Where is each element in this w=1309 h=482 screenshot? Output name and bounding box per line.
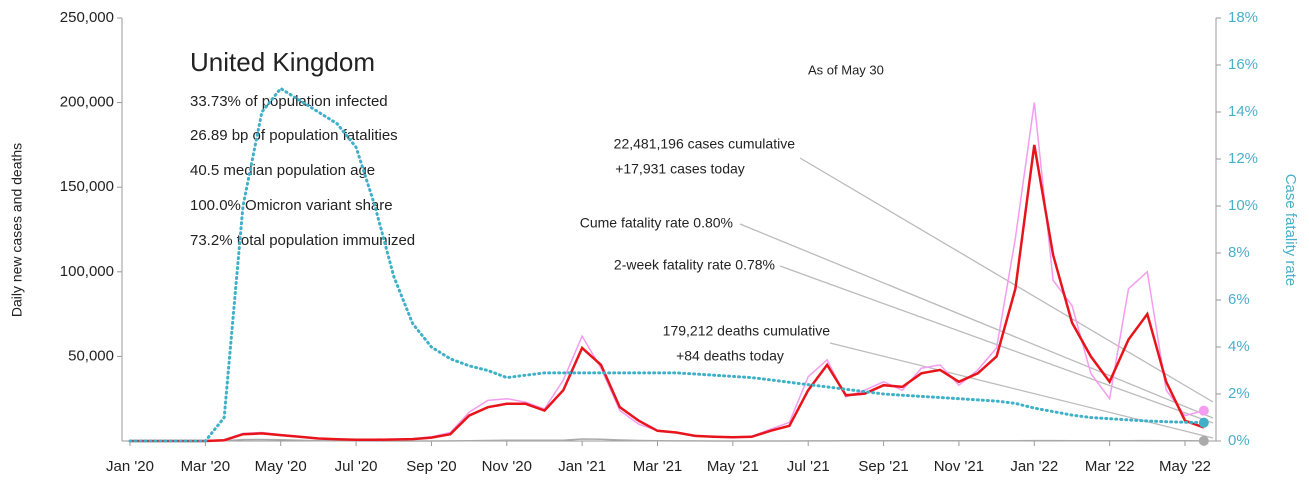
annotation: 22,481,196 cases cumulative [614, 136, 796, 152]
leader-line [799, 157, 1214, 403]
x-tick-label: Sep '20 [406, 458, 456, 475]
y2-tick-label: 0% [1228, 432, 1250, 449]
x-tick-label: Mar '22 [1085, 458, 1135, 475]
x-tick-label: May '21 [707, 458, 759, 475]
leader-line [829, 342, 1214, 439]
stat: 40.5 median population age [190, 162, 375, 179]
annotation: 2-week fatality rate 0.78% [614, 257, 775, 273]
leaders [739, 157, 1214, 439]
x-tick-label: Nov '21 [934, 458, 984, 475]
y-axis-label: Daily new cases and deaths [9, 143, 25, 317]
y2-tick-label: 14% [1228, 103, 1258, 120]
stat: 100.0% Omicron variant share [190, 197, 393, 214]
end-dot [1198, 435, 1209, 446]
y2-tick-label: 4% [1228, 338, 1250, 355]
x-tick-label: Jan '21 [558, 458, 606, 475]
y-tick-label: 250,000 [60, 9, 114, 26]
x-tick-label: Nov '20 [482, 458, 532, 475]
x-tick-label: Jan '22 [1010, 458, 1058, 475]
x-tick-label: Jan '20 [106, 458, 154, 475]
end-dot [1198, 405, 1209, 416]
y2-tick-label: 10% [1228, 197, 1258, 214]
x-tick-label: Jul '20 [335, 458, 378, 475]
annotation: +17,931 cases today [615, 161, 745, 177]
x-tick-label: Jul '21 [787, 458, 830, 475]
y2-tick-label: 12% [1228, 150, 1258, 167]
x-tick-label: Sep '21 [858, 458, 908, 475]
y-tick-label: 50,000 [68, 347, 114, 364]
stat: 33.73% of population infected [190, 93, 388, 110]
annotation: 179,212 deaths cumulative [663, 323, 831, 339]
leader-line [739, 223, 1214, 419]
stat: 26.89 bp of population fatalities [190, 127, 398, 144]
as-of: As of May 30 [808, 62, 884, 77]
y2-tick-label: 6% [1228, 291, 1250, 308]
y2-tick-label: 18% [1228, 9, 1258, 26]
y-tick-label: 150,000 [60, 178, 114, 195]
series-line [128, 86, 1206, 443]
x-tick-label: May '22 [1159, 458, 1211, 475]
x-tick-label: May '20 [255, 458, 307, 475]
series-line [130, 438, 1204, 442]
annotation: Cume fatality rate 0.80% [580, 215, 733, 231]
y-tick-label: 100,000 [60, 263, 114, 280]
country-title: United Kingdom [190, 47, 375, 77]
x-tick-label: Mar '20 [181, 458, 231, 475]
y2-axis-label: Case fatality rate [1282, 174, 1299, 287]
y-tick-label: 200,000 [60, 94, 114, 111]
y2-tick-label: 16% [1228, 56, 1258, 73]
x-tick-label: Mar '21 [633, 458, 683, 475]
y2-tick-label: 2% [1228, 385, 1250, 402]
y2-tick-label: 8% [1228, 244, 1250, 261]
series-line [130, 144, 1205, 443]
annotation: +84 deaths today [676, 348, 784, 364]
stat: 73.2% total population immunized [190, 232, 415, 249]
end-dot [1198, 417, 1209, 428]
